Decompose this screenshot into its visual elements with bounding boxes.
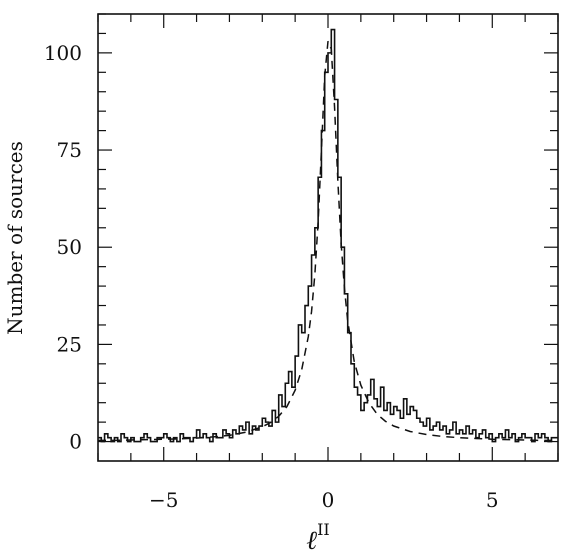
x-axis-title-main: ℓ bbox=[306, 526, 317, 556]
plot-frame-group bbox=[97, 13, 559, 462]
fit-curve-series bbox=[98, 40, 558, 442]
plot-frame bbox=[97, 13, 559, 462]
y-tick-label: 0 bbox=[69, 430, 82, 454]
y-tick-label: 50 bbox=[57, 235, 82, 259]
axis-titles: Number of sources ℓII bbox=[3, 141, 330, 556]
x-tick-label: 0 bbox=[322, 488, 335, 512]
y-tick-label: 100 bbox=[44, 41, 82, 65]
x-axis-title: ℓII bbox=[306, 520, 329, 556]
x-axis-title-superscript: II bbox=[317, 520, 330, 539]
x-tick-label: −5 bbox=[149, 488, 178, 512]
y-axis-title: Number of sources bbox=[3, 141, 27, 335]
ticks bbox=[97, 13, 559, 461]
series bbox=[98, 28, 558, 443]
x-tick-label: 5 bbox=[486, 488, 499, 512]
y-tick-label: 25 bbox=[57, 332, 82, 356]
histogram-series bbox=[98, 28, 558, 443]
y-tick-label: 75 bbox=[57, 138, 82, 162]
